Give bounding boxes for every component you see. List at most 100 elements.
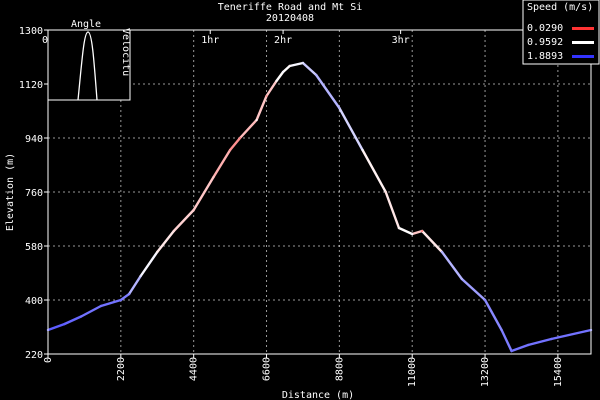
chart-title: Teneriffe Road and Mt Si	[218, 2, 363, 13]
series-segment	[361, 148, 387, 194]
data-point	[510, 349, 513, 353]
x-tick-label: 4400	[189, 357, 200, 381]
data-point	[411, 232, 414, 236]
data-point	[275, 79, 278, 83]
y-tick-label: 760	[25, 188, 43, 199]
series-segment	[275, 70, 285, 83]
series-segment	[384, 190, 401, 230]
data-point	[315, 73, 318, 77]
y-tick-label: 1120	[19, 80, 43, 91]
data-point	[119, 298, 122, 302]
time-tick-label: 1hr	[201, 35, 219, 46]
series-segment	[420, 229, 444, 254]
inset-frame	[47, 29, 131, 101]
legend-title: Speed (m/s)	[527, 2, 593, 13]
legend-frame	[522, 0, 600, 65]
legend-swatch-blue	[572, 55, 594, 58]
data-point	[460, 277, 463, 281]
data-point	[550, 337, 553, 341]
series-segment	[411, 229, 424, 236]
inset-ylabel: Velocitu	[120, 28, 131, 76]
data-point	[156, 250, 159, 254]
time-tick-label: 3hr	[392, 35, 410, 46]
x-tick-label: 13200	[480, 357, 491, 387]
series-segment	[314, 73, 341, 110]
series-segment	[500, 328, 513, 353]
data-point	[99, 304, 103, 308]
series-segment	[397, 226, 414, 236]
y-axis: 220 400 580 760 940 1120 1300	[19, 26, 48, 361]
series-segment	[99, 298, 123, 308]
series-segment	[281, 64, 291, 74]
data-point	[384, 190, 387, 194]
y-tick-label: 940	[25, 134, 43, 145]
series-segment	[301, 61, 318, 77]
x-tick-label: 8800	[334, 357, 345, 381]
series-segment	[46, 322, 66, 332]
series-segment	[265, 79, 278, 98]
y-tick-label: 400	[25, 296, 43, 307]
data-point	[255, 118, 258, 122]
series-segment	[63, 315, 83, 326]
series-segment	[288, 61, 305, 68]
data-point	[281, 70, 285, 74]
x-tick-label: 0	[43, 357, 54, 363]
series-segment	[172, 208, 195, 233]
x-tick-label: 11000	[407, 357, 418, 387]
x-tick-label: 2200	[116, 357, 127, 381]
data-point	[421, 229, 424, 233]
series-segment	[550, 328, 593, 341]
data-point	[212, 175, 215, 179]
data-point	[128, 292, 131, 296]
legend-swatch-white	[572, 41, 594, 44]
series-segment	[119, 292, 131, 302]
data-point	[526, 343, 530, 347]
data-point	[63, 322, 66, 326]
data-point	[301, 61, 305, 65]
x-axis: 0 2200 4400 6600 8800 11000 13200 15400	[43, 354, 564, 387]
series-segment	[526, 337, 553, 347]
y-tick-label: 580	[25, 242, 43, 253]
y-tick-label: 220	[25, 350, 43, 361]
series-segment	[440, 250, 464, 281]
series-segment	[139, 250, 159, 278]
series-segment	[228, 136, 242, 152]
series-segment	[460, 277, 487, 302]
y-tick-label: 1300	[19, 26, 43, 37]
elevation-series	[46, 61, 593, 353]
time-tick-label: 2hr	[274, 35, 292, 46]
legend-entry-label: 0.0290	[527, 23, 563, 34]
data-point	[139, 274, 142, 278]
y-axis-label: Elevation (m)	[5, 153, 16, 231]
data-point	[500, 328, 503, 332]
data-point	[483, 298, 487, 302]
series-segment	[238, 118, 258, 140]
angle-inset: Angle Velocitu	[47, 19, 131, 101]
series-segment	[338, 106, 364, 152]
x-tick-label: 15400	[553, 357, 564, 387]
inset-title: Angle	[71, 19, 101, 30]
data-point	[361, 148, 364, 152]
data-point	[238, 136, 242, 140]
data-point	[397, 226, 401, 230]
inset-curve	[77, 31, 98, 101]
x-tick-label: 6600	[262, 357, 273, 381]
legend-swatch-red	[572, 27, 594, 30]
legend: Speed (m/s) 0.0290 0.9592 1.8893	[522, 0, 600, 65]
legend-entry-label: 1.8893	[527, 51, 563, 62]
series-segment	[156, 229, 176, 254]
data-point	[288, 64, 291, 68]
data-point	[80, 315, 83, 318]
series-segment	[510, 343, 530, 353]
data-point	[440, 250, 444, 254]
series-segment	[483, 298, 503, 332]
legend-entry-label: 0.9592	[527, 37, 563, 48]
plot-frame	[47, 29, 592, 355]
data-point	[229, 148, 232, 152]
x-axis-label: Distance (m)	[282, 390, 354, 400]
series-segment	[192, 175, 215, 212]
series-segment	[255, 94, 268, 122]
chart-subtitle: 20120408	[266, 13, 314, 24]
series-segment	[212, 148, 232, 179]
